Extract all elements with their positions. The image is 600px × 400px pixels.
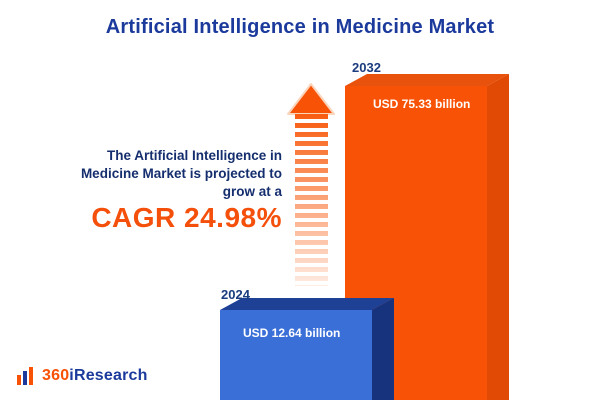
bar-label-2032: 2032: [352, 60, 381, 75]
growth-arrow-head-icon: [287, 83, 335, 115]
annotation-line: The Artificial Intelligence in: [106, 148, 282, 163]
growth-arrow-stripes: [295, 114, 328, 286]
annotation-block: The Artificial Intelligence in Medicine …: [34, 147, 282, 233]
brand-logo: 360iResearch: [16, 366, 148, 386]
logo-text-prefix: 360: [42, 367, 70, 384]
logo-text-suffix: iResearch: [69, 367, 148, 384]
bar-value-2024: USD 12.64 billion: [243, 326, 341, 340]
cagr-value: CAGR 24.98%: [91, 202, 282, 233]
bar-2032-side-face: [487, 74, 509, 400]
bar-2024-top-face: [220, 298, 394, 310]
bar-2024-side-face: [372, 298, 394, 400]
annotation-line: grow at a: [222, 184, 282, 199]
bar-label-2024: 2024: [221, 287, 250, 302]
bar-value-2032: USD 75.33 billion: [373, 97, 471, 111]
page-title: Artificial Intelligence in Medicine Mark…: [105, 16, 495, 38]
logo-icon: [17, 367, 33, 385]
bar-2024-front-face: [220, 310, 372, 400]
logo-text: 360iResearch: [42, 367, 148, 385]
bar-2032-top-face: [345, 74, 509, 86]
annotation-line: Medicine Market is projected to: [80, 166, 282, 181]
